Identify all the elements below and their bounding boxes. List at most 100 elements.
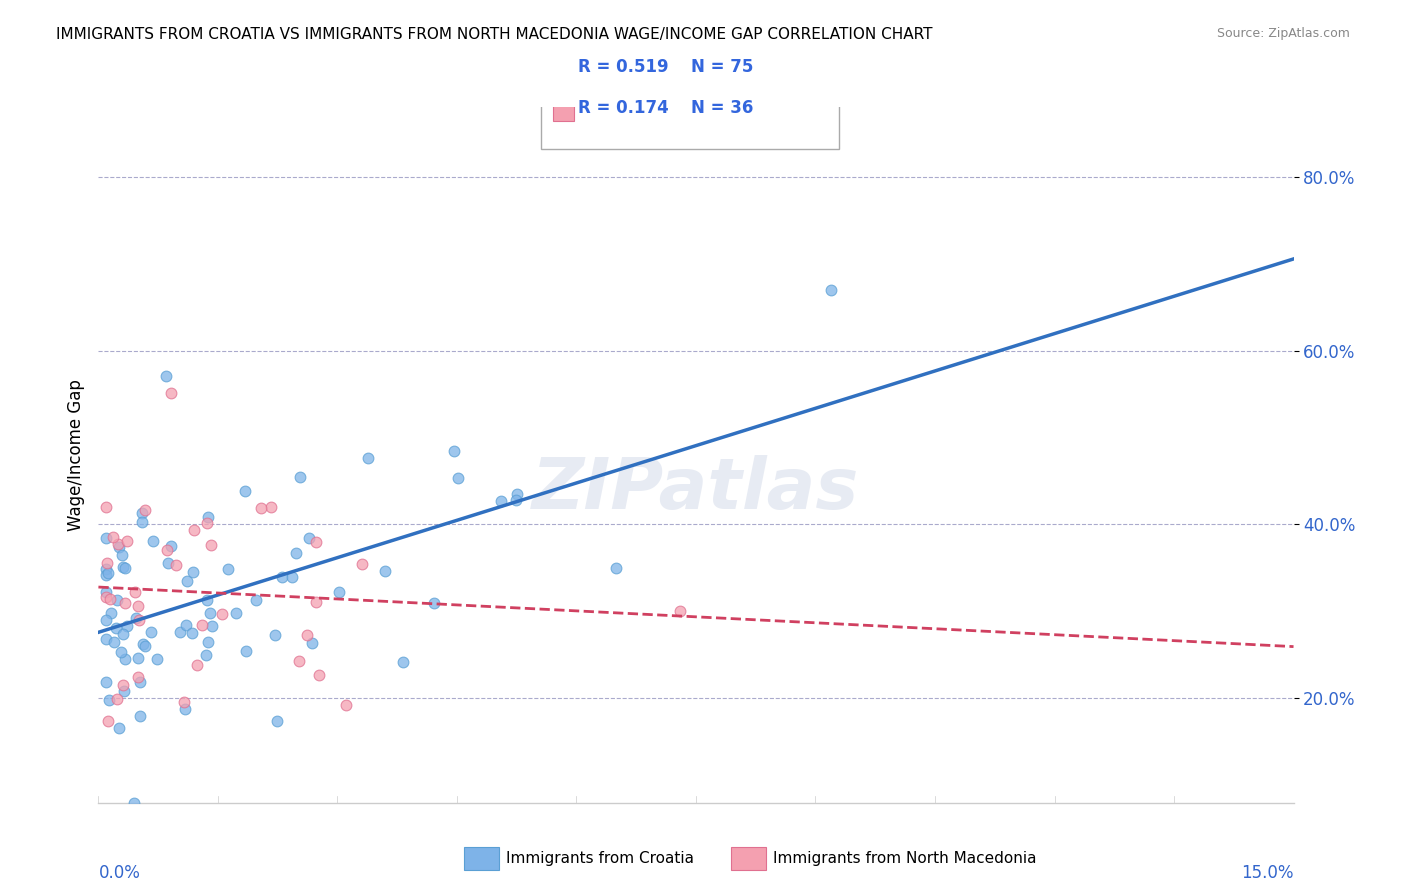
- FancyBboxPatch shape: [553, 58, 574, 79]
- Point: [107, 721, 129, 735]
- Point: [183, 523, 205, 537]
- Point: [233, 484, 256, 499]
- Point: [134, 639, 156, 653]
- FancyBboxPatch shape: [553, 100, 574, 121]
- Point: [197, 509, 219, 524]
- Point: [194, 648, 217, 662]
- Point: [374, 564, 396, 578]
- Point: [174, 618, 197, 632]
- Point: [186, 657, 208, 672]
- Point: [96, 561, 118, 575]
- Point: [98, 592, 121, 607]
- Point: [173, 695, 195, 709]
- Point: [197, 635, 219, 649]
- Text: Immigrants from Croatia: Immigrants from Croatia: [506, 851, 695, 865]
- Point: [105, 593, 128, 607]
- Point: [392, 655, 415, 669]
- Text: Source: ZipAtlas.com: Source: ZipAtlas.com: [1216, 27, 1350, 40]
- Text: ZIPatlas: ZIPatlas: [533, 455, 859, 524]
- Point: [235, 644, 257, 658]
- Point: [305, 534, 328, 549]
- Text: Immigrants from North Macedonia: Immigrants from North Macedonia: [773, 851, 1036, 865]
- Point: [128, 709, 150, 723]
- FancyBboxPatch shape: [541, 52, 839, 149]
- Point: [111, 560, 134, 574]
- Point: [96, 613, 118, 627]
- Y-axis label: Wage/Income Gap: Wage/Income Gap: [66, 379, 84, 531]
- Point: [156, 543, 179, 558]
- Point: [298, 531, 321, 545]
- Text: 0.0%: 0.0%: [98, 863, 141, 881]
- Point: [284, 546, 307, 560]
- Point: [103, 635, 125, 649]
- Text: N = 75: N = 75: [692, 58, 754, 76]
- Text: IMMIGRANTS FROM CROATIA VS IMMIGRANTS FROM NORTH MACEDONIA WAGE/INCOME GAP CORRE: IMMIGRANTS FROM CROATIA VS IMMIGRANTS FR…: [56, 27, 932, 42]
- Point: [98, 693, 121, 707]
- Point: [96, 591, 118, 605]
- Point: [820, 283, 842, 297]
- Point: [128, 674, 150, 689]
- Point: [225, 606, 247, 620]
- Point: [101, 530, 124, 544]
- Point: [335, 698, 357, 713]
- Point: [160, 539, 183, 553]
- Point: [288, 654, 311, 668]
- Point: [107, 537, 129, 551]
- Point: [115, 534, 138, 549]
- Point: [115, 619, 138, 633]
- Text: 15.0%: 15.0%: [1241, 863, 1294, 881]
- Point: [245, 593, 267, 607]
- Point: [169, 625, 191, 640]
- Point: [114, 596, 136, 610]
- Point: [505, 493, 527, 508]
- Point: [110, 645, 132, 659]
- Point: [281, 569, 304, 583]
- Point: [159, 386, 181, 401]
- Point: [107, 540, 129, 554]
- Point: [114, 652, 136, 666]
- Point: [190, 617, 212, 632]
- Point: [200, 538, 222, 552]
- Point: [200, 606, 222, 620]
- Point: [506, 487, 529, 501]
- Point: [96, 632, 118, 646]
- Point: [96, 500, 118, 515]
- Point: [295, 628, 318, 642]
- Point: [134, 502, 156, 516]
- Point: [181, 565, 204, 579]
- Point: [111, 548, 134, 562]
- Point: [97, 714, 120, 728]
- Point: [447, 471, 470, 485]
- Point: [141, 625, 163, 640]
- Text: N = 36: N = 36: [692, 100, 754, 118]
- Point: [308, 668, 330, 682]
- Point: [605, 560, 627, 574]
- Point: [165, 558, 187, 573]
- Point: [131, 506, 153, 520]
- Point: [146, 651, 169, 665]
- Point: [128, 613, 150, 627]
- Point: [105, 621, 128, 635]
- Point: [156, 556, 179, 570]
- Point: [111, 678, 134, 692]
- Point: [122, 796, 145, 810]
- Point: [125, 611, 148, 625]
- Point: [260, 500, 283, 514]
- Point: [96, 584, 118, 599]
- Point: [491, 494, 513, 508]
- Point: [127, 670, 149, 684]
- Point: [97, 566, 120, 580]
- Text: R = 0.519: R = 0.519: [578, 58, 668, 76]
- Point: [195, 516, 218, 531]
- Point: [266, 714, 288, 728]
- Point: [155, 368, 177, 383]
- Point: [127, 651, 149, 665]
- Point: [96, 675, 118, 690]
- Point: [127, 599, 149, 613]
- Point: [352, 557, 374, 571]
- Point: [142, 534, 165, 549]
- Point: [356, 450, 378, 465]
- Point: [200, 618, 222, 632]
- Text: R = 0.174: R = 0.174: [578, 100, 668, 118]
- Point: [105, 692, 128, 706]
